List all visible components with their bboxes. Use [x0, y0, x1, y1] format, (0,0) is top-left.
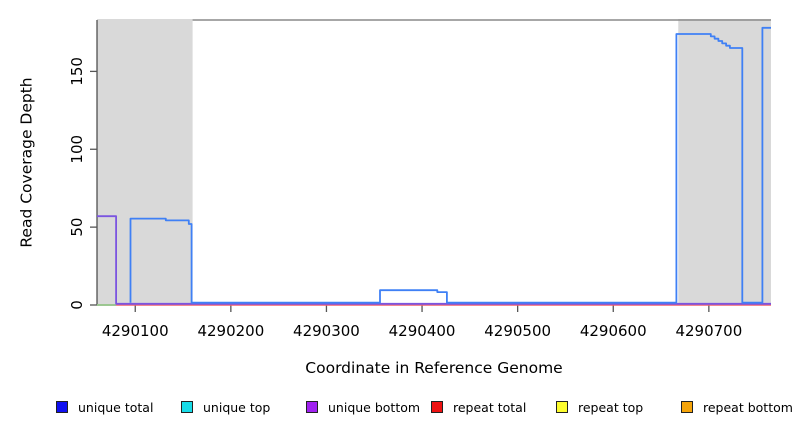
x-tick-label: 4290600 [580, 322, 647, 340]
legend-label: unique total [78, 399, 154, 415]
x-axis-title: Coordinate in Reference Genome [305, 359, 563, 377]
legend-label: unique top [203, 399, 271, 415]
x-tick-label: 4290300 [293, 322, 360, 340]
x-tick-label: 4290100 [102, 322, 169, 340]
legend-label: repeat total [453, 399, 527, 415]
x-tick-label: 4290500 [484, 322, 551, 340]
legend-item-unique-top: unique top [181, 398, 306, 416]
y-tick-label: 150 [68, 57, 86, 86]
legend-label: repeat bottom [703, 399, 792, 415]
x-tick-label: 4290200 [197, 322, 264, 340]
series-unique-total [129, 26, 771, 304]
legend: unique total unique top unique bottom repea… [56, 398, 792, 416]
legend-swatch-icon [181, 401, 193, 413]
coverage-plot: 4290100 4290200 4290300 4290400 4290500 42906… [68, 19, 771, 340]
legend-swatch-icon [56, 401, 68, 413]
legend-item-repeat-total: repeat total [431, 398, 556, 416]
y-axis-title: Read Coverage Depth [17, 77, 36, 248]
legend-label: repeat top [578, 399, 644, 415]
legend-label: unique bottom [328, 399, 421, 415]
series-unique-bottom [97, 215, 771, 305]
x-tick-label: 4290700 [675, 322, 742, 340]
legend-swatch-icon [681, 401, 693, 413]
x-tick-label: 4290400 [389, 322, 456, 340]
y-tick-label: 100 [68, 135, 86, 164]
legend-item-unique-bottom: unique bottom [306, 398, 431, 416]
legend-swatch-icon [431, 401, 443, 413]
legend-swatch-icon [556, 401, 568, 413]
legend-item-repeat-top: repeat top [556, 398, 681, 416]
shaded-region-right [678, 19, 771, 305]
legend-swatch-icon [306, 401, 318, 413]
y-tick-label: 0 [68, 300, 86, 310]
y-tick-label: 50 [68, 218, 86, 237]
legend-item-unique-total: unique total [56, 398, 181, 416]
legend-item-repeat-bottom: repeat bottom [681, 398, 792, 416]
shaded-region-left [97, 19, 193, 305]
